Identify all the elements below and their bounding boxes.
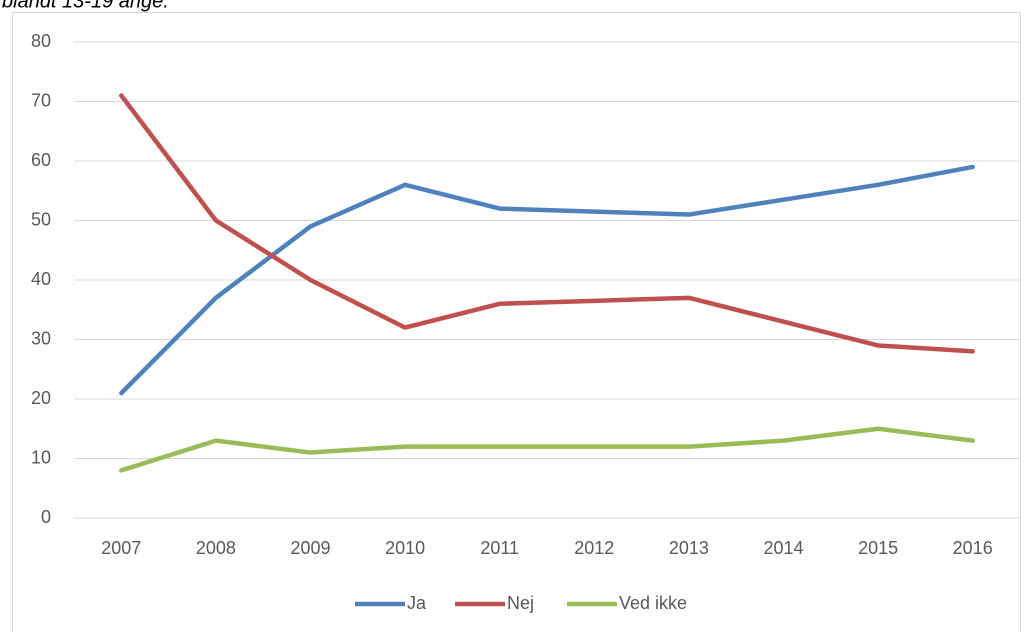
x-tick-label: 2012: [574, 538, 614, 558]
y-tick-label: 20: [31, 388, 51, 408]
chart-title: blandt 13-19 årige.: [2, 0, 169, 12]
y-tick-label: 10: [31, 447, 51, 467]
y-tick-label: 70: [31, 90, 51, 110]
x-tick-label: 2015: [858, 538, 898, 558]
y-tick-label: 0: [41, 507, 51, 527]
series-line: [119, 93, 975, 354]
series-line: [119, 164, 975, 396]
legend-label: Nej: [507, 593, 534, 613]
x-tick-label: 2016: [953, 538, 993, 558]
x-tick-label: 2010: [385, 538, 425, 558]
y-tick-label: 30: [31, 328, 51, 348]
legend-label: Ja: [407, 593, 427, 613]
y-tick-label: 50: [31, 209, 51, 229]
x-tick-label: 2011: [480, 538, 519, 558]
x-tick-label: 2007: [101, 538, 141, 558]
series-line: [119, 426, 975, 473]
legend-label: Ved ikke: [619, 593, 687, 613]
x-tick-label: 2008: [196, 538, 236, 558]
x-tick-label: 2014: [763, 538, 803, 558]
x-tick-label: 2013: [669, 538, 709, 558]
y-tick-label: 80: [31, 31, 51, 51]
y-tick-label: 40: [31, 269, 51, 289]
x-tick-label: 2009: [290, 538, 330, 558]
chart-border: [12, 12, 1021, 632]
y-tick-label: 60: [31, 150, 51, 170]
